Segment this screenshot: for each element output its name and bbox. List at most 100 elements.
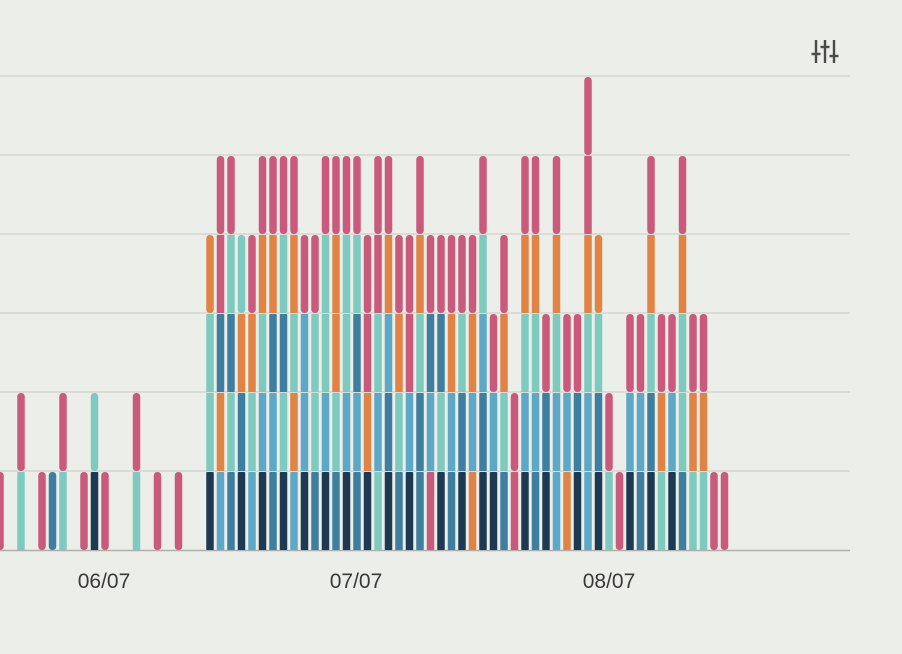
bar-segment[interactable] xyxy=(332,314,340,392)
bar-segment[interactable] xyxy=(594,393,603,471)
bar-segment[interactable] xyxy=(531,156,540,234)
bar-segment[interactable] xyxy=(678,235,687,313)
bar-segment[interactable] xyxy=(657,393,666,471)
bar-segment[interactable] xyxy=(510,393,519,471)
bar-segment[interactable] xyxy=(248,393,256,471)
bar-segment[interactable] xyxy=(216,235,225,313)
bar-segment[interactable] xyxy=(311,235,319,313)
bar-segment[interactable] xyxy=(279,235,288,313)
bar-segment[interactable] xyxy=(237,314,246,392)
bar-segment[interactable] xyxy=(290,393,298,471)
bar-segment[interactable] xyxy=(416,156,424,234)
bar-segment[interactable] xyxy=(248,472,256,550)
bar-segment[interactable] xyxy=(531,472,540,550)
bar-segment[interactable] xyxy=(374,314,382,392)
bar-segment[interactable] xyxy=(710,472,718,550)
bar-segment[interactable] xyxy=(248,235,256,313)
bar-segment[interactable] xyxy=(80,472,88,550)
bar-segment[interactable] xyxy=(269,235,277,313)
bar-segment[interactable] xyxy=(668,393,676,471)
bar-segment[interactable] xyxy=(689,393,697,471)
bar-segment[interactable] xyxy=(0,472,4,550)
bar-segment[interactable] xyxy=(657,472,666,550)
bar-segment[interactable] xyxy=(279,314,288,392)
bar-segment[interactable] xyxy=(584,235,592,313)
bar-segment[interactable] xyxy=(342,156,351,234)
bar-segment[interactable] xyxy=(594,235,603,313)
bar-segment[interactable] xyxy=(174,472,183,550)
bar-segment[interactable] xyxy=(353,393,361,471)
bar-segment[interactable] xyxy=(489,393,498,471)
bar-segment[interactable] xyxy=(647,472,655,550)
bar-segment[interactable] xyxy=(248,314,256,392)
bar-segment[interactable] xyxy=(657,314,666,392)
bar-segment[interactable] xyxy=(573,472,582,550)
bar-segment[interactable] xyxy=(321,235,330,313)
bar-segment[interactable] xyxy=(647,235,655,313)
bar-segment[interactable] xyxy=(342,235,351,313)
bar-segment[interactable] xyxy=(237,393,246,471)
bar-segment[interactable] xyxy=(332,156,340,234)
bar-segment[interactable] xyxy=(468,314,477,392)
bar-segment[interactable] xyxy=(17,472,25,550)
bar-segment[interactable] xyxy=(132,472,141,550)
bar-segment[interactable] xyxy=(479,156,487,234)
bar-segment[interactable] xyxy=(363,314,372,392)
bar-segment[interactable] xyxy=(405,393,414,471)
bar-segment[interactable] xyxy=(227,393,235,471)
bar-segment[interactable] xyxy=(521,235,529,313)
bar-segment[interactable] xyxy=(38,472,46,550)
bar-segment[interactable] xyxy=(647,393,655,471)
bar-segment[interactable] xyxy=(678,472,687,550)
bar-segment[interactable] xyxy=(227,235,235,313)
bar-segment[interactable] xyxy=(290,314,298,392)
bar-segment[interactable] xyxy=(458,314,466,392)
bar-segment[interactable] xyxy=(594,472,603,550)
bar-segment[interactable] xyxy=(290,472,298,550)
bar-segment[interactable] xyxy=(59,472,67,550)
bar-segment[interactable] xyxy=(269,156,277,234)
bar-segment[interactable] xyxy=(573,314,582,392)
bar-segment[interactable] xyxy=(416,235,424,313)
bar-segment[interactable] xyxy=(615,472,624,550)
bar-segment[interactable] xyxy=(437,235,445,313)
bar-segment[interactable] xyxy=(342,472,351,550)
bar-segment[interactable] xyxy=(353,314,361,392)
bar-segment[interactable] xyxy=(206,235,214,313)
bar-segment[interactable] xyxy=(468,235,477,313)
bar-segment[interactable] xyxy=(132,393,141,471)
bar-segment[interactable] xyxy=(689,314,697,392)
bar-segment[interactable] xyxy=(552,393,561,471)
bar-segment[interactable] xyxy=(384,235,393,313)
bar-segment[interactable] xyxy=(479,472,487,550)
bar-segment[interactable] xyxy=(426,393,435,471)
bar-segment[interactable] xyxy=(395,314,403,392)
bar-segment[interactable] xyxy=(300,314,309,392)
bar-segment[interactable] xyxy=(269,393,277,471)
bar-segment[interactable] xyxy=(353,156,361,234)
bar-segment[interactable] xyxy=(447,393,456,471)
bar-segment[interactable] xyxy=(153,472,162,550)
bar-segment[interactable] xyxy=(468,393,477,471)
bar-segment[interactable] xyxy=(447,235,456,313)
bar-segment[interactable] xyxy=(363,235,372,313)
bar-segment[interactable] xyxy=(395,235,403,313)
bar-segment[interactable] xyxy=(458,235,466,313)
bar-segment[interactable] xyxy=(395,472,403,550)
bar-segment[interactable] xyxy=(542,393,550,471)
bar-segment[interactable] xyxy=(290,235,298,313)
bar-segment[interactable] xyxy=(59,393,67,471)
bar-segment[interactable] xyxy=(626,314,634,392)
bar-segment[interactable] xyxy=(479,393,487,471)
bar-segment[interactable] xyxy=(521,393,529,471)
bar-segment[interactable] xyxy=(447,314,456,392)
bar-segment[interactable] xyxy=(458,472,466,550)
bar-segment[interactable] xyxy=(311,472,319,550)
bar-segment[interactable] xyxy=(605,393,613,471)
bar-segment[interactable] xyxy=(479,314,487,392)
bar-segment[interactable] xyxy=(237,472,246,550)
bar-segment[interactable] xyxy=(426,314,435,392)
bar-segment[interactable] xyxy=(353,235,361,313)
bar-segment[interactable] xyxy=(510,472,519,550)
bar-segment[interactable] xyxy=(258,314,267,392)
